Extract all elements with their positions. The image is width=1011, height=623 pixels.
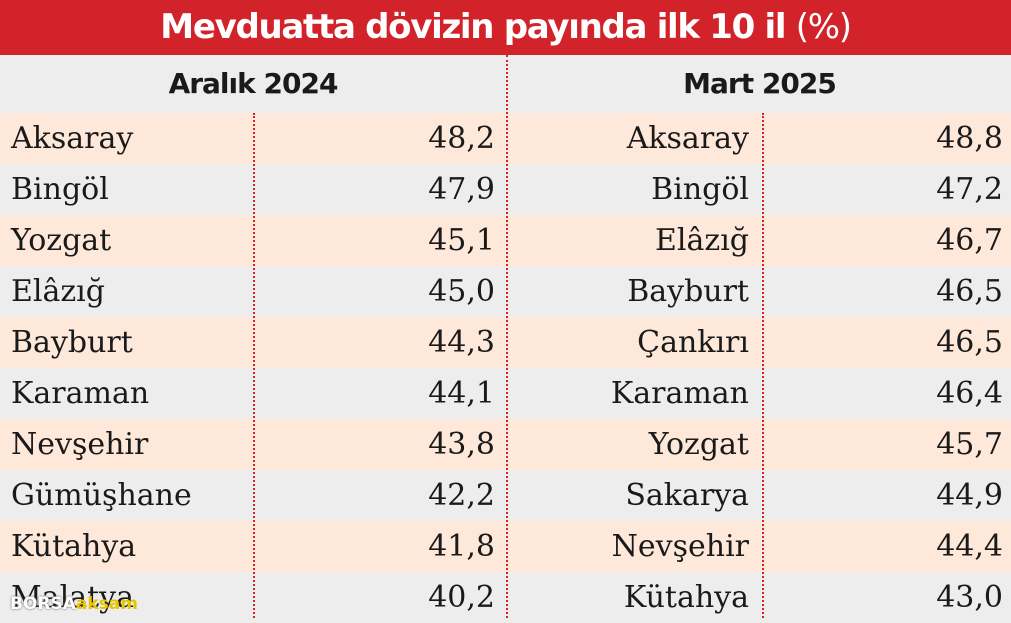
province-left: Kütahya bbox=[11, 529, 137, 564]
divider-right-table bbox=[762, 113, 764, 618]
province-left: Karaman bbox=[11, 376, 150, 411]
value-right: 46,7 bbox=[936, 223, 1003, 258]
value-right: 46,5 bbox=[936, 274, 1003, 309]
table-row: Bingöl 47,9 Bingöl 47,2 bbox=[0, 164, 1011, 215]
province-left: Malatya bbox=[11, 580, 134, 615]
table-body: Aksaray 48,2 Aksaray 48,8 Bingöl 47,9 Bingöl 47… bbox=[0, 113, 1011, 623]
divider-left-table bbox=[253, 113, 255, 618]
value-left: 41,8 bbox=[428, 529, 495, 564]
value-left: 42,2 bbox=[428, 478, 495, 513]
value-left: 44,3 bbox=[428, 325, 495, 360]
province-left: Aksaray bbox=[11, 121, 134, 156]
table-row: Nevşehir 43,8 Yozgat 45,7 bbox=[0, 419, 1011, 470]
column-header-row: Aralık 2024 Mart 2025 bbox=[0, 55, 1011, 113]
value-left: 47,9 bbox=[428, 172, 495, 207]
province-left: Nevşehir bbox=[11, 427, 149, 462]
province-left: Bingöl bbox=[11, 172, 109, 207]
province-right: Aksaray bbox=[626, 121, 749, 156]
table-row: Karaman 44,1 Karaman 46,4 bbox=[0, 368, 1011, 419]
chart-title-unit: (%) bbox=[795, 7, 852, 47]
value-right: 46,5 bbox=[936, 325, 1003, 360]
value-left: 45,1 bbox=[428, 223, 495, 258]
value-left: 43,8 bbox=[428, 427, 495, 462]
value-right: 46,4 bbox=[936, 376, 1003, 411]
value-right: 44,9 bbox=[936, 478, 1003, 513]
table-row: Kütahya 41,8 Nevşehir 44,4 bbox=[0, 521, 1011, 572]
province-left: Elâzığ bbox=[11, 274, 105, 309]
value-left: 40,2 bbox=[428, 580, 495, 615]
province-right: Karaman bbox=[610, 376, 749, 411]
table-row: Yozgat 45,1 Elâzığ 46,7 bbox=[0, 215, 1011, 266]
header-period-left: Aralık 2024 bbox=[168, 67, 339, 100]
province-right: Sakarya bbox=[625, 478, 749, 513]
value-right: 44,4 bbox=[936, 529, 1003, 564]
value-right: 45,7 bbox=[936, 427, 1003, 462]
province-right: Çankırı bbox=[637, 325, 749, 360]
province-left: Gümüşhane bbox=[11, 478, 192, 513]
province-right: Nevşehir bbox=[611, 529, 749, 564]
header-period-right: Mart 2025 bbox=[683, 67, 837, 100]
chart-title: Mevduatta dövizin payında ilk 10 il (%) bbox=[0, 0, 1011, 55]
province-right: Kütahya bbox=[623, 580, 749, 615]
divider-center bbox=[506, 55, 508, 618]
value-left: 48,2 bbox=[428, 121, 495, 156]
province-right: Bingöl bbox=[651, 172, 749, 207]
table-row: Aksaray 48,2 Aksaray 48,8 bbox=[0, 113, 1011, 164]
province-left: Yozgat bbox=[11, 223, 112, 258]
table-row: Gümüşhane 42,2 Sakarya 44,9 bbox=[0, 470, 1011, 521]
table-row: Elâzığ 45,0 Bayburt 46,5 bbox=[0, 266, 1011, 317]
value-right: 48,8 bbox=[936, 121, 1003, 156]
value-right: 43,0 bbox=[936, 580, 1003, 615]
province-right: Bayburt bbox=[627, 274, 749, 309]
value-left: 45,0 bbox=[428, 274, 495, 309]
table-row: Bayburt 44,3 Çankırı 46,5 bbox=[0, 317, 1011, 368]
value-left: 44,1 bbox=[428, 376, 495, 411]
watermark-part1: BORSA bbox=[10, 594, 76, 614]
chart-title-main: Mevduatta dövizin payında ilk 10 il bbox=[160, 7, 786, 47]
borsa-aksam-watermark: BORSAaksam bbox=[10, 592, 138, 616]
province-right: Yozgat bbox=[648, 427, 749, 462]
province-left: Bayburt bbox=[11, 325, 133, 360]
table-row: Malatya 40,2 Kütahya 43,0 bbox=[0, 572, 1011, 623]
watermark-part2: aksam bbox=[75, 594, 138, 614]
province-right: Elâzığ bbox=[655, 223, 749, 258]
value-right: 47,2 bbox=[936, 172, 1003, 207]
